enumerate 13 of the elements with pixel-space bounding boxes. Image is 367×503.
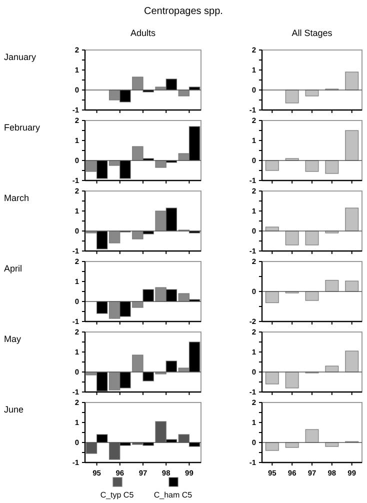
chart-subtitle: Adults <box>130 28 156 38</box>
y-axis-title: March <box>4 193 30 203</box>
chart-title: Centropages spp. <box>144 6 223 17</box>
chart-subtitle: All Stages <box>292 28 333 38</box>
y-axis-title: January <box>4 52 37 62</box>
legend-entry: C_ham C5 <box>154 477 192 500</box>
y-axis-title: February <box>4 122 41 132</box>
legend-label: C_ham C5 <box>154 490 193 500</box>
y-axis-title: June <box>4 404 24 414</box>
y-axis-title: April <box>4 264 22 274</box>
y-axis-title: May <box>4 334 22 344</box>
legend-entry: C_typ C5 <box>100 477 134 500</box>
legend-label: C_typ C5 <box>100 490 134 500</box>
